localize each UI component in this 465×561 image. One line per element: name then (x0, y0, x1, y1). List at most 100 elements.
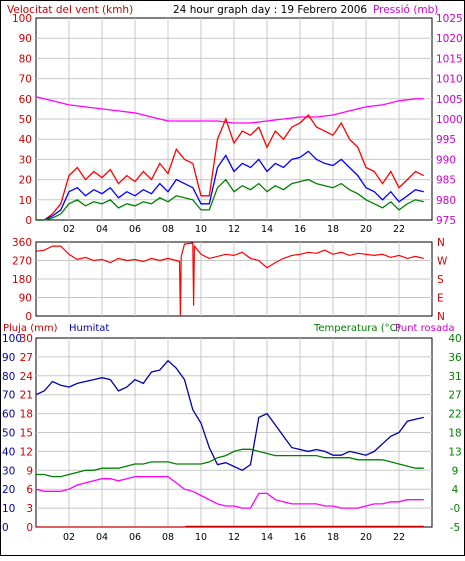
x-tick-label: 06 (129, 532, 141, 543)
humidity-tick-label: 50 (2, 428, 15, 440)
direction-degree-label: 90 (19, 293, 32, 305)
direction-degree-label: 0 (25, 311, 32, 323)
x-tick-label: 04 (96, 224, 108, 235)
series-line (36, 525, 424, 528)
humidity-tick-label: 20 (2, 484, 15, 496)
y-left-tick-label: 100 (12, 13, 32, 25)
wind-pressure-panel: Velocitat del vent (kmh) 24 hour graph d… (7, 4, 463, 235)
dewpoint-axis-label: Punt rosada (395, 323, 454, 334)
rain-tick-label: 6 (26, 484, 33, 496)
series-line (36, 178, 424, 221)
temperature-tick-label: 40 (448, 333, 461, 345)
temperature-tick-label: 18 (448, 428, 461, 440)
series-line (35, 475, 424, 509)
humidity-tick-label: 40 (2, 446, 15, 458)
y-left-tick-label: 60 (19, 94, 32, 106)
humidity-axis-label: Humitat (69, 323, 109, 334)
x-tick-label: 18 (327, 224, 339, 235)
x-tick-label: 14 (261, 532, 273, 543)
x-tick-label: 02 (63, 532, 75, 543)
y-right-tick-label: 1005 (436, 94, 463, 106)
wind-direction-line (35, 242, 424, 317)
rain-tick-label: 15 (20, 428, 33, 440)
humidity-tick-label: 90 (2, 352, 15, 364)
rain-tick-label: 0 (26, 522, 33, 534)
temperature-tick-label: 9 (452, 465, 459, 477)
x-tick-label: 06 (129, 224, 141, 235)
rain-tick-label: 21 (20, 390, 33, 402)
direction-degree-label: 270 (12, 256, 32, 268)
x-tick-label: 12 (228, 532, 240, 543)
y-right-tick-label: 985 (436, 175, 456, 187)
rain-tick-label: 27 (20, 352, 33, 364)
y-right-tick-label: 1000 (436, 114, 463, 126)
temperature-tick-label: 13 (448, 446, 461, 458)
y-left-tick-label: 70 (19, 74, 32, 86)
humidity-tick-label: 80 (2, 371, 15, 383)
x-tick-label: 16 (294, 224, 306, 235)
y-left-tick-label: 10 (19, 195, 32, 207)
rain-axis-label: Pluja (mm) (3, 323, 58, 334)
y-right-tick-label: 995 (436, 134, 456, 146)
y-right-tick-label: 990 (436, 154, 456, 166)
compass-label: S (437, 274, 444, 286)
y-right-tick-label: 980 (436, 195, 456, 207)
rain-tick-label: 18 (20, 409, 33, 421)
humidity-temp-panel: Pluja (mm) Humitat Temperatura (°C) Punt… (2, 323, 462, 543)
direction-degree-label: 180 (12, 274, 32, 286)
temperature-tick-label: 31 (448, 371, 461, 383)
series-line (36, 150, 424, 221)
humidity-tick-label: 70 (2, 390, 15, 402)
temperature-tick-label: 27 (448, 390, 461, 402)
chart-title: 24 hour graph day : 19 Febrero 2006 (173, 4, 367, 16)
compass-label: W (437, 256, 448, 268)
x-tick-label: 12 (228, 224, 240, 235)
x-tick-label: 16 (294, 532, 306, 543)
rain-tick-label: 30 (20, 333, 33, 345)
pressure-axis-label: Pressió (mb) (373, 4, 438, 16)
temperature-tick-label: 36 (448, 352, 462, 364)
series-line (35, 359, 424, 472)
x-tick-label: 04 (96, 532, 108, 543)
series-line (36, 113, 425, 221)
y-left-tick-label: 50 (19, 114, 32, 126)
temperature-tick-label: 22 (448, 409, 461, 421)
temperature-axis-label: Temperatura (°C) (313, 323, 401, 334)
wind-speed-axis-label: Velocitat del vent (kmh) (7, 4, 133, 16)
humidity-tick-label: 100 (2, 333, 22, 345)
rain-tick-label: 9 (26, 465, 33, 477)
y-left-tick-label: 40 (19, 134, 32, 146)
x-tick-label: 02 (63, 224, 75, 235)
humidity-tick-label: 60 (2, 409, 15, 421)
x-tick-label: 10 (195, 532, 207, 543)
y-right-tick-label: 1020 (436, 33, 463, 45)
y-right-tick-label: 1015 (436, 53, 463, 65)
rain-tick-label: 3 (26, 503, 33, 515)
temperature-tick-label: -0 (450, 503, 460, 515)
humidity-tick-label: 30 (2, 465, 15, 477)
direction-degree-label: 360 (12, 237, 32, 249)
compass-label: N (437, 311, 445, 323)
x-tick-label: 14 (261, 224, 273, 235)
series-line (35, 96, 424, 124)
x-tick-label: 10 (195, 224, 207, 235)
y-right-tick-label: 1010 (436, 74, 463, 86)
x-tick-label: 22 (393, 532, 405, 543)
y-left-tick-label: 90 (19, 33, 32, 45)
temperature-tick-label: -5 (450, 522, 460, 534)
y-left-tick-label: 80 (19, 53, 32, 65)
x-tick-label: 22 (393, 224, 405, 235)
humidity-tick-label: 10 (2, 503, 15, 515)
temperature-tick-label: 4 (452, 484, 459, 496)
x-tick-label: 08 (162, 224, 174, 235)
rain-tick-label: 12 (20, 446, 33, 458)
x-tick-label: 20 (360, 532, 372, 543)
compass-label: E (437, 293, 444, 305)
humidity-tick-label: 0 (2, 522, 9, 534)
y-right-tick-label: 1025 (436, 13, 463, 25)
rain-tick-label: 24 (20, 371, 34, 383)
y-left-tick-label: 20 (19, 175, 32, 187)
x-tick-label: 08 (162, 532, 174, 543)
